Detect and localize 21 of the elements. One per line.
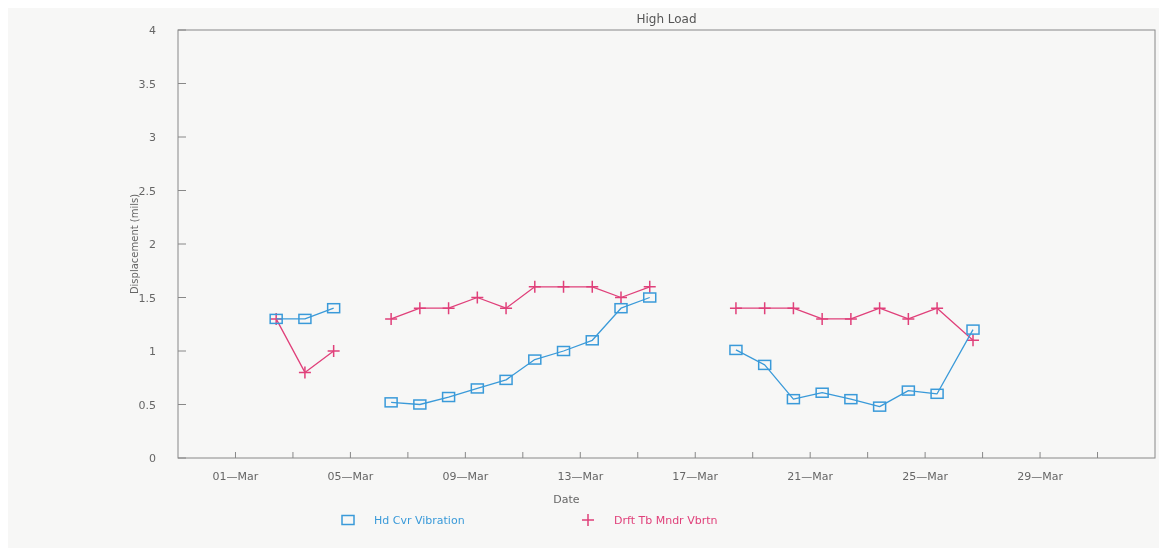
x-tick-label: 13—Mar — [557, 470, 604, 483]
y-tick-label: 2 — [149, 238, 156, 251]
x-tick-label: 29—Mar — [1017, 470, 1064, 483]
x-axis-title: Date — [553, 493, 580, 506]
x-tick-label: 09—Mar — [442, 470, 489, 483]
chart-title: High Load — [636, 12, 697, 26]
y-tick-label: 0 — [149, 452, 156, 465]
x-tick-label: 17—Mar — [672, 470, 719, 483]
y-tick-label: 4 — [149, 24, 156, 37]
y-tick-label: 1 — [149, 345, 156, 358]
y-tick-label: 3.5 — [138, 77, 156, 91]
legend-label: Hd Cvr Vibration — [374, 514, 465, 527]
x-tick-label: 05—Mar — [327, 470, 374, 483]
y-tick-label: 3 — [149, 131, 156, 144]
x-tick-label: 21—Mar — [787, 470, 834, 483]
y-axis-title: Displacement (mils) — [129, 193, 140, 295]
x-tick-label: 01—Mar — [212, 470, 259, 483]
y-tick-label: 0.5 — [138, 398, 156, 412]
y-tick-label: 1.5 — [138, 291, 156, 305]
x-tick-label: 25—Mar — [902, 470, 949, 483]
legend-label: Drft Tb Mndr Vbrtn — [614, 514, 718, 527]
